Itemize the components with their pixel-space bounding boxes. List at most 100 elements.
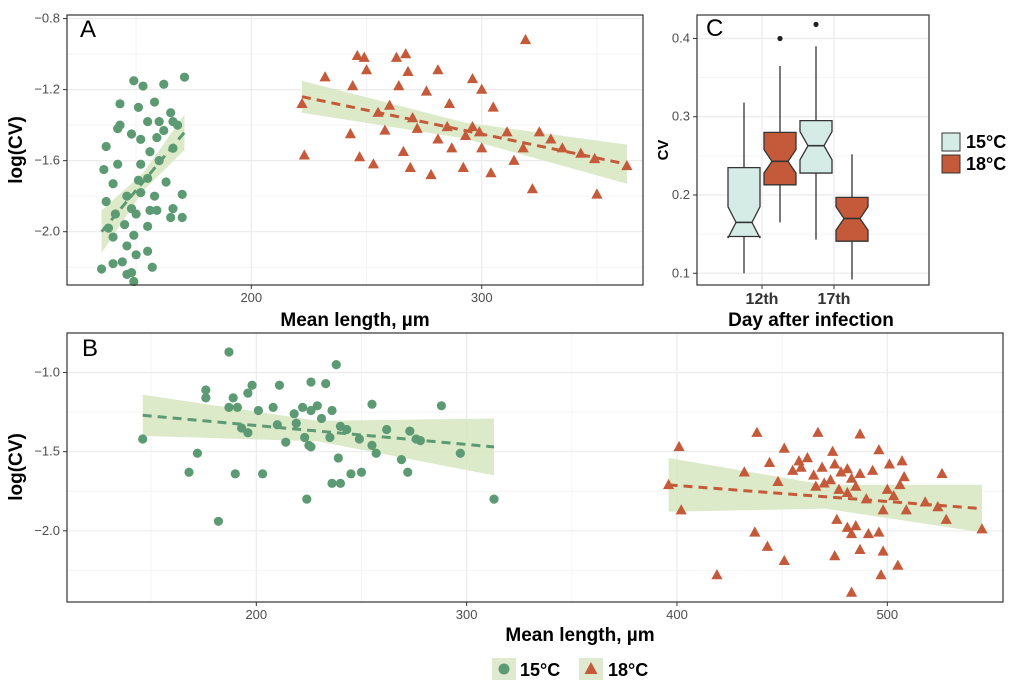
data-point-18c xyxy=(881,483,893,494)
x-tick-label: 400 xyxy=(666,607,688,622)
data-point-18c xyxy=(845,586,858,597)
data-point-15c xyxy=(321,379,331,389)
data-point-18c xyxy=(675,504,687,515)
panel-b-fit-lines xyxy=(142,413,983,511)
data-point-18c xyxy=(795,461,807,472)
data-point-18c xyxy=(816,461,828,472)
panel-b-frame xyxy=(66,332,1004,603)
data-point-15c xyxy=(300,432,310,443)
data-point-18c xyxy=(778,554,790,566)
data-point-15c xyxy=(354,434,364,444)
data-point-15c xyxy=(108,259,118,269)
y-tick-label: −1.6 xyxy=(34,153,60,168)
data-point-18c xyxy=(896,455,908,466)
panel-b-y-label: log(CV) xyxy=(6,433,27,501)
data-point-15c xyxy=(133,102,144,112)
data-point-15c xyxy=(306,405,316,416)
panel-c: 0.1 0.2 0.3 0.4 12th 17th C Day after infecti… xyxy=(655,14,930,331)
data-point-18c xyxy=(393,80,405,91)
data-point-18c xyxy=(517,142,529,153)
data-point-15c xyxy=(258,469,268,479)
y-tick-label: −0.8 xyxy=(34,11,60,26)
data-point-15c xyxy=(126,129,137,139)
data-point-18c xyxy=(877,504,889,515)
data-point-15c xyxy=(143,221,153,231)
data-point-18c xyxy=(829,550,841,561)
data-point-15c xyxy=(117,257,127,267)
panel-b-plot-area xyxy=(67,333,1003,602)
data-point-15c xyxy=(145,147,155,157)
data-point-18c xyxy=(976,523,988,534)
panel-a-fit-lines xyxy=(100,95,628,233)
panel-c-legend: 15°C 18°C xyxy=(941,132,1006,174)
data-point-18c xyxy=(673,440,685,452)
data-point-18c xyxy=(831,513,843,524)
data-point-15c xyxy=(147,262,157,272)
data-point-18c xyxy=(446,142,458,153)
data-point-15c xyxy=(455,448,465,458)
data-point-15c xyxy=(131,209,141,219)
data-point-18c xyxy=(298,149,310,160)
data-point-18c xyxy=(854,543,866,554)
data-point-18c xyxy=(358,51,370,62)
data-point-18c xyxy=(432,133,444,144)
data-point-18c xyxy=(749,526,761,537)
data-point-15c xyxy=(243,428,253,438)
data-point-15c xyxy=(489,494,499,504)
data-point-18c xyxy=(476,142,488,153)
data-point-15c xyxy=(243,388,253,398)
data-point-18c xyxy=(621,159,633,171)
data-point-15c xyxy=(325,432,335,443)
box-12th-18c xyxy=(763,131,797,186)
data-point-18c xyxy=(466,72,479,84)
data-point-15c xyxy=(115,99,125,109)
data-point-15c xyxy=(247,380,257,390)
data-point-18c xyxy=(354,151,366,162)
data-point-18c xyxy=(898,470,910,482)
data-point-15c xyxy=(115,120,125,130)
data-point-18c xyxy=(801,452,813,463)
data-point-18c xyxy=(533,126,545,137)
data-point-18c xyxy=(772,475,784,486)
data-point-15c xyxy=(136,134,146,144)
data-point-18c xyxy=(476,83,488,94)
data-point-15c xyxy=(159,79,169,89)
data-point-18c xyxy=(824,474,837,485)
data-point-18c xyxy=(367,158,380,169)
y-tick-label: 0.3 xyxy=(672,109,690,124)
data-point-15c xyxy=(131,250,141,260)
fit-line-18c xyxy=(301,95,628,166)
data-point-15c xyxy=(312,401,322,411)
data-point-18c xyxy=(841,521,853,532)
data-point-15c xyxy=(335,478,346,488)
data-point-15c xyxy=(166,212,176,223)
data-point-18c xyxy=(738,466,750,477)
data-point-18c xyxy=(711,569,723,580)
data-point-15c xyxy=(122,191,132,201)
data-point-15c xyxy=(177,189,187,200)
data-point-15c xyxy=(159,125,169,136)
data-point-15c xyxy=(201,385,211,395)
y-tick-label: 0.2 xyxy=(672,187,690,202)
data-point-15c xyxy=(356,467,367,477)
data-point-15c xyxy=(192,448,203,458)
data-point-18c xyxy=(850,520,862,531)
data-point-15c xyxy=(166,108,176,118)
data-point-18c xyxy=(841,486,853,498)
data-point-15c xyxy=(331,360,341,370)
legend-circle-15c xyxy=(498,663,510,675)
y-tick-label: 0.1 xyxy=(672,265,690,280)
fit-line-15c xyxy=(100,131,186,233)
panel-c-ticks: 0.1 0.2 0.3 0.4 12th 17th xyxy=(672,30,851,308)
data-point-15c xyxy=(281,437,291,447)
data-point-18c xyxy=(397,145,409,156)
y-tick-label: −1.5 xyxy=(34,444,60,459)
x-category-label: 12th xyxy=(746,291,779,308)
data-point-15c xyxy=(228,393,238,403)
data-point-18c xyxy=(432,64,444,75)
data-point-18c xyxy=(862,527,874,539)
data-point-15c xyxy=(138,434,148,444)
x-category-label: 17th xyxy=(818,291,851,308)
data-point-15c xyxy=(436,401,446,411)
data-point-18c xyxy=(833,483,845,494)
